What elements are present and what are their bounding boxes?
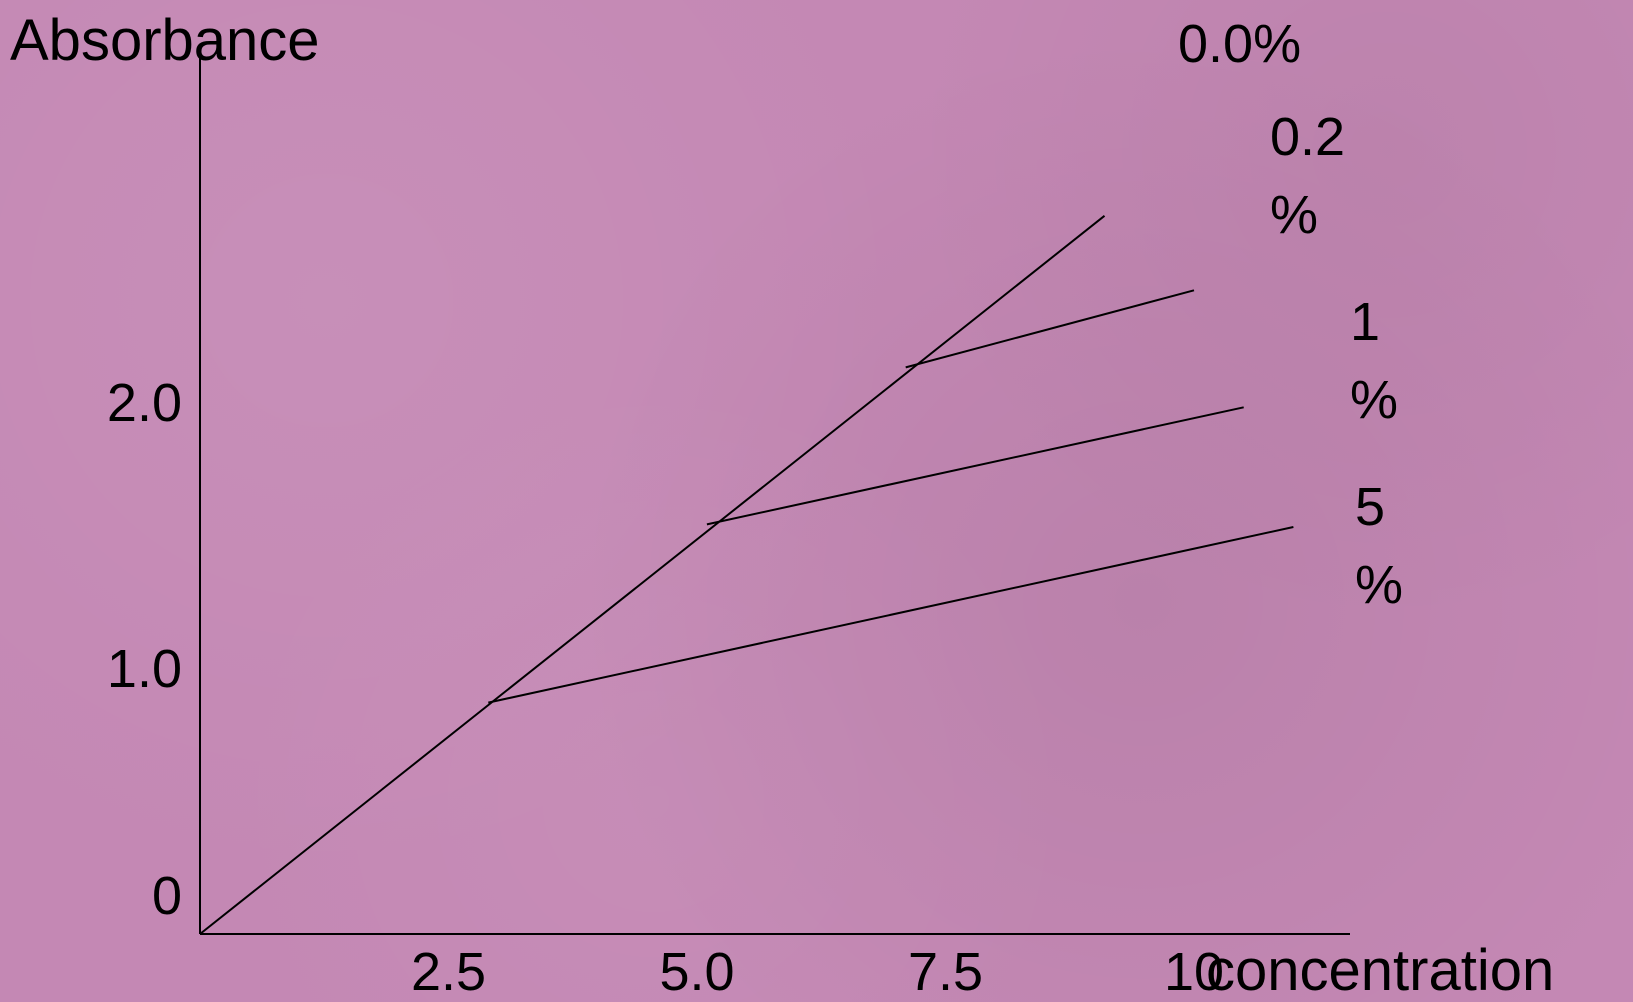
y-tick-label: 2.0 [107, 373, 182, 433]
series-line [905, 289, 1195, 369]
x-axis-label: concentration [1206, 938, 1554, 1002]
series-label: 5% [1355, 477, 1403, 615]
y-axis-label: Absorbance [10, 8, 320, 73]
x-tick-label: 10 [1164, 942, 1224, 1002]
series-label-line: % [1270, 185, 1318, 245]
series-line [706, 406, 1244, 526]
series-line [199, 215, 1106, 935]
x-tick-label: 5.0 [659, 942, 734, 1002]
series-label: 1% [1350, 292, 1398, 430]
x-tick-label: 2.5 [411, 942, 486, 1002]
series-label-line: 0.0% [1178, 14, 1301, 74]
x-tick-labels: 2.5 5.0 7.5 10 [411, 942, 1224, 1002]
series-line [488, 526, 1294, 704]
series-label-line: % [1350, 370, 1398, 430]
x-tick-label: 7.5 [908, 942, 983, 1002]
series-label: 0.0% [1178, 14, 1301, 74]
y-tick-label: 0 [152, 866, 182, 926]
series-label-line: % [1355, 555, 1403, 615]
series-label: 0.2% [1270, 107, 1345, 245]
y-tick-labels: 2.0 1.0 0 [107, 373, 182, 926]
series-labels: 0.0%0.2 %1 %5% [1178, 14, 1403, 615]
series-lines [199, 215, 1294, 935]
series-label-line: 1 [1350, 292, 1380, 352]
y-tick-label: 1.0 [107, 639, 182, 699]
series-label-line: 5 [1355, 477, 1385, 537]
series-label-line: 0.2 [1270, 107, 1345, 167]
